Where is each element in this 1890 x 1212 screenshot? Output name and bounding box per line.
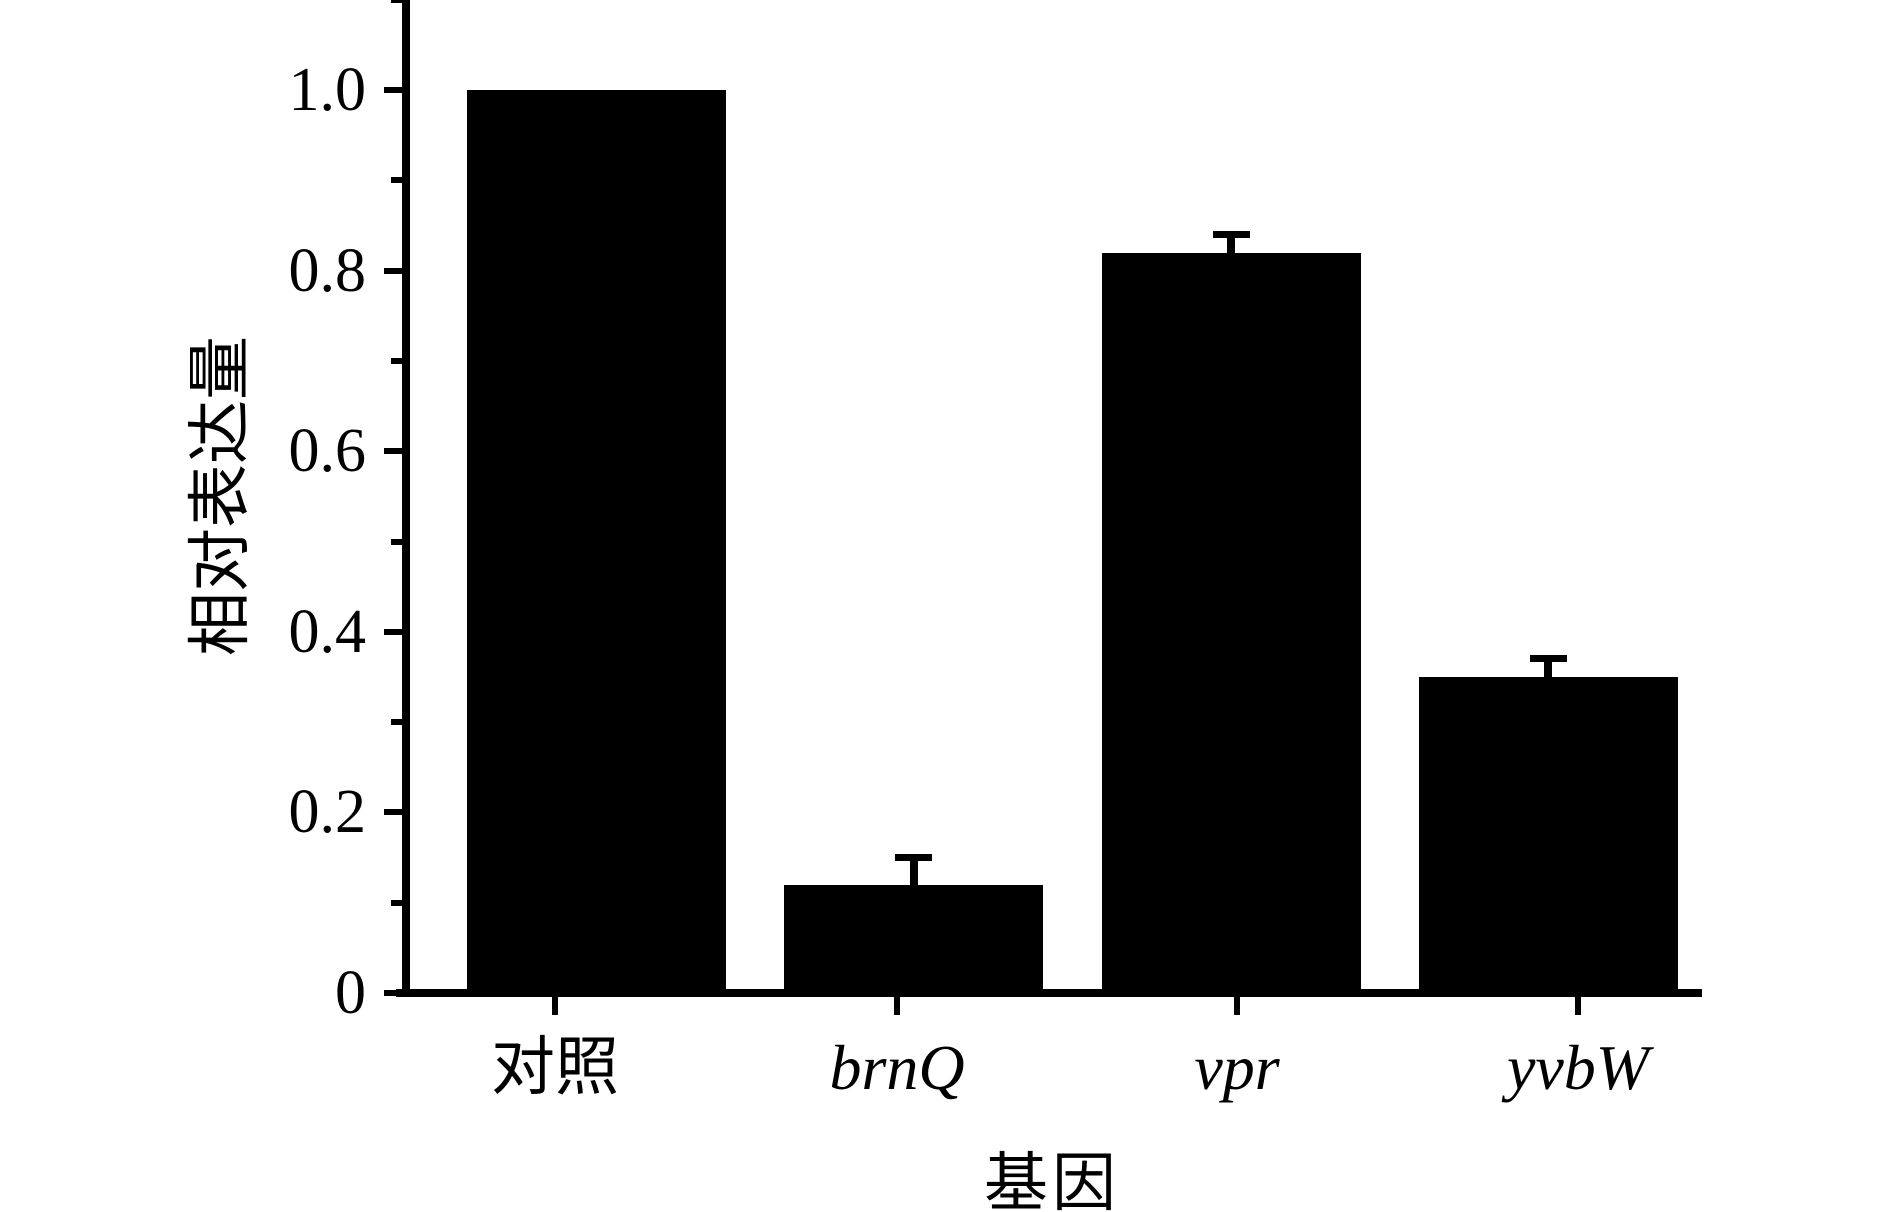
y-major-tick (384, 87, 402, 93)
y-minor-tick (391, 357, 402, 364)
x-axis-title: 基因 (984, 1148, 1120, 1212)
y-tick-label: 0.4 (288, 597, 367, 666)
x-tick-label: vpr (1194, 1032, 1280, 1103)
y-tick-label: 0.6 (288, 417, 367, 486)
error-bar-cap (1212, 230, 1250, 238)
x-tick (1234, 997, 1240, 1015)
x-tick (552, 997, 558, 1015)
error-bar-stem (909, 857, 918, 885)
y-major-tick (384, 990, 402, 996)
bar (467, 90, 726, 993)
y-major-tick (384, 628, 402, 635)
error-bar-cap (895, 854, 933, 862)
y-axis-line (402, 0, 410, 997)
error-bar-stem (1227, 234, 1236, 253)
error-bar-cap (1529, 655, 1567, 663)
x-tick (894, 997, 900, 1015)
x-tick-label: brnQ (829, 1032, 965, 1103)
y-minor-tick (391, 0, 402, 3)
y-minor-tick (391, 719, 402, 726)
y-tick-label: 0.8 (288, 236, 367, 305)
y-minor-tick (391, 899, 402, 906)
y-major-tick (384, 267, 402, 274)
error-bar-stem (1544, 658, 1553, 677)
x-axis-line (396, 989, 1702, 997)
bar (1418, 676, 1678, 993)
x-tick-label: 对照 (491, 1032, 619, 1103)
y-major-tick (384, 809, 402, 816)
bar (784, 884, 1044, 993)
y-tick-label: 0 (335, 959, 366, 1027)
x-tick-label: yvbW (1506, 1032, 1650, 1103)
y-tick-label: 1.0 (288, 56, 367, 124)
y-minor-tick (391, 177, 402, 184)
bar (1101, 252, 1361, 993)
x-tick (1575, 997, 1581, 1015)
y-tick-label: 0.2 (288, 778, 367, 847)
y-minor-tick (391, 538, 402, 545)
y-major-tick (384, 448, 402, 455)
